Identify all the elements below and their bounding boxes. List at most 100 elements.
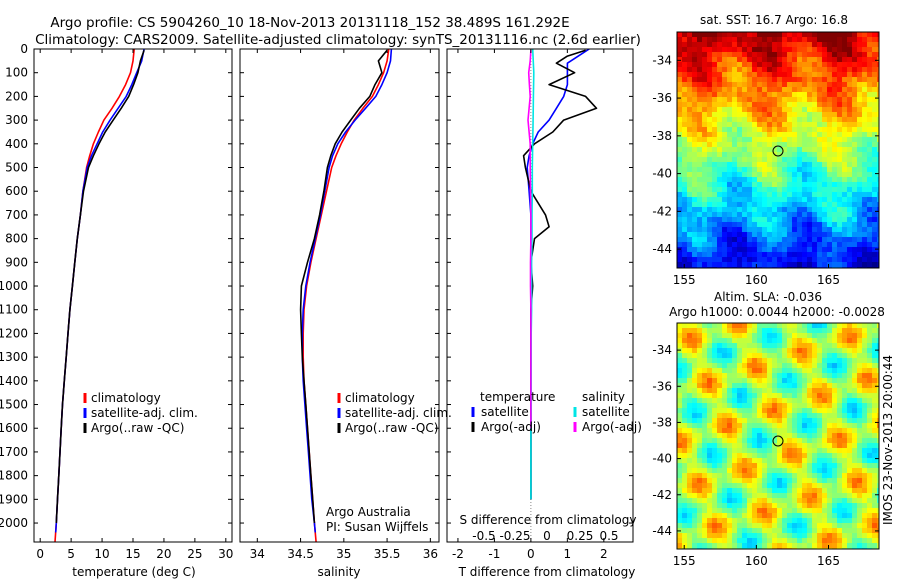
x-tick-label: 1 xyxy=(564,547,572,561)
legend-sal-argo: Argo(-adj) xyxy=(582,420,642,434)
temperature-xlabel: temperature (deg C) xyxy=(72,565,195,579)
x-tick-label: 35 xyxy=(336,547,351,561)
salinity-legend: climatology satellite-adj. clim. Argo(..… xyxy=(326,391,452,534)
legend-temp-argo: Argo(-adj) xyxy=(481,420,541,434)
map-y-tick-label: -38 xyxy=(652,129,672,143)
sst-heatmap xyxy=(677,32,879,268)
map-y-tick-label: -34 xyxy=(652,343,672,357)
axes: 0100200300400500600700800900100011001200… xyxy=(0,31,880,568)
x-tick-label: 34.5 xyxy=(287,547,314,561)
x-tick-label: -2 xyxy=(452,547,464,561)
y-tick-label: 400 xyxy=(5,137,28,151)
y-tick-label: 1100 xyxy=(0,303,28,317)
sla-map-title: Altim. SLA: -0.036 xyxy=(714,290,822,304)
map-y-tick-label: -36 xyxy=(652,91,672,105)
x-tick-label: 35.5 xyxy=(374,547,401,561)
y-tick-label: 900 xyxy=(5,255,28,269)
map-x-tick-label: 165 xyxy=(817,273,840,287)
y-tick-label: 1300 xyxy=(0,350,28,364)
panel-frame xyxy=(239,48,440,543)
map-y-tick-label: -40 xyxy=(652,452,672,466)
series-line-satellite-adj-clim- xyxy=(54,49,145,533)
legend-salinity-title: salinity xyxy=(582,390,625,404)
credit-line-1: Argo Australia xyxy=(326,505,411,519)
y-tick-label: 500 xyxy=(5,161,28,175)
legend-satellite: satellite-adj. clim. xyxy=(91,406,198,420)
difference-profile-lines xyxy=(522,49,598,542)
map-x-tick-label: 155 xyxy=(673,273,696,287)
y-tick-label: 700 xyxy=(5,208,28,222)
y-tick-label: 300 xyxy=(5,113,28,127)
legend-climatology: climatology xyxy=(345,391,415,405)
top-tick-label: -0.25 xyxy=(499,529,530,543)
top-tick-label: 0.25 xyxy=(567,529,594,543)
map-x-tick-label: 160 xyxy=(745,273,768,287)
legend-sal-satellite: satellite xyxy=(582,405,630,419)
map-y-tick-label: -44 xyxy=(652,242,672,256)
x-tick-label: 0 xyxy=(527,547,535,561)
y-tick-label: 1000 xyxy=(0,279,28,293)
map-y-tick-label: -42 xyxy=(652,488,672,502)
legend-climatology: climatology xyxy=(91,391,161,405)
x-tick-label: 10 xyxy=(94,547,109,561)
legend-satellite: satellite-adj. clim. xyxy=(345,406,452,420)
top-tick-label: 0.5 xyxy=(599,529,618,543)
sla-map-subtitle: Argo h1000: 0.0044 h2000: -0.0028 xyxy=(669,305,885,319)
x-tick-label: 30 xyxy=(218,547,233,561)
x-tick-label: 5 xyxy=(67,547,75,561)
y-tick-label: 2000 xyxy=(0,516,28,530)
y-tick-label: 1700 xyxy=(0,445,28,459)
map-frame xyxy=(676,31,880,269)
x-tick-label: -1 xyxy=(488,547,500,561)
y-tick-label: 1800 xyxy=(0,469,28,483)
map-x-tick-label: 165 xyxy=(817,554,840,568)
x-tick-label: 15 xyxy=(125,547,140,561)
y-tick-label: 1900 xyxy=(0,492,28,506)
panel-frame xyxy=(33,48,233,543)
side-label: IMOS 23-Nov-2013 20:00:44 xyxy=(881,355,895,525)
temperature-legend: climatology satellite-adj. clim. Argo(..… xyxy=(83,391,198,435)
series-line-argo-raw-qc- xyxy=(55,49,145,524)
legend-argo: Argo(..raw -QC) xyxy=(91,421,184,435)
map-frame xyxy=(676,322,880,550)
series-line-salinity-argo-adj- xyxy=(527,50,532,429)
difference-top-ticks: -0.5 -0.25 0 0.25 0.5 xyxy=(472,529,618,543)
top-tick-label: -0.5 xyxy=(472,529,495,543)
map-x-tick-label: 160 xyxy=(745,554,768,568)
top-tick-label: 0 xyxy=(543,529,551,543)
series-line-climatology xyxy=(54,49,135,542)
map-x-tick-label: 155 xyxy=(673,554,696,568)
y-tick-label: 200 xyxy=(5,89,28,103)
map-y-tick-label: -34 xyxy=(652,53,672,67)
map-y-tick-label: -42 xyxy=(652,204,672,218)
y-tick-label: 800 xyxy=(5,232,28,246)
series-line-argo-raw-qc- xyxy=(299,49,388,524)
map-y-tick-label: -38 xyxy=(652,415,672,429)
legend-temp-satellite: satellite xyxy=(481,405,529,419)
salinity-profile-lines xyxy=(299,49,393,542)
y-tick-label: 1400 xyxy=(0,374,28,388)
y-tick-label: 100 xyxy=(5,66,28,80)
legend-argo: Argo(..raw -QC) xyxy=(345,421,438,435)
credit-line-2: PI: Susan Wijffels xyxy=(326,520,428,534)
difference-legend: temperature satellite Argo(-adj) salinit… xyxy=(471,390,642,434)
sst-profile-marker xyxy=(772,145,784,157)
difference-top-axis-label: S difference from climatology xyxy=(460,513,637,527)
y-tick-label: 1500 xyxy=(0,398,28,412)
sla-profile-marker xyxy=(772,435,784,447)
x-tick-label: 2 xyxy=(600,547,608,561)
y-tick-label: 1200 xyxy=(0,326,28,340)
map-y-tick-label: -40 xyxy=(652,167,672,181)
sst-map-title: sat. SST: 16.7 Argo: 16.8 xyxy=(700,13,848,27)
difference-xlabel: T difference from climatology xyxy=(458,565,636,579)
x-tick-label: 0 xyxy=(36,547,44,561)
legend-temperature-title: temperature xyxy=(480,390,555,404)
y-tick-label: 600 xyxy=(5,184,28,198)
map-y-tick-label: -44 xyxy=(652,524,672,538)
sla-heatmap xyxy=(677,323,879,549)
map-y-tick-label: -36 xyxy=(652,379,672,393)
figure-subtitle: Climatology: CARS2009. Satellite-adjuste… xyxy=(35,32,641,48)
x-tick-label: 25 xyxy=(187,547,202,561)
y-tick-label: 0 xyxy=(20,42,28,56)
